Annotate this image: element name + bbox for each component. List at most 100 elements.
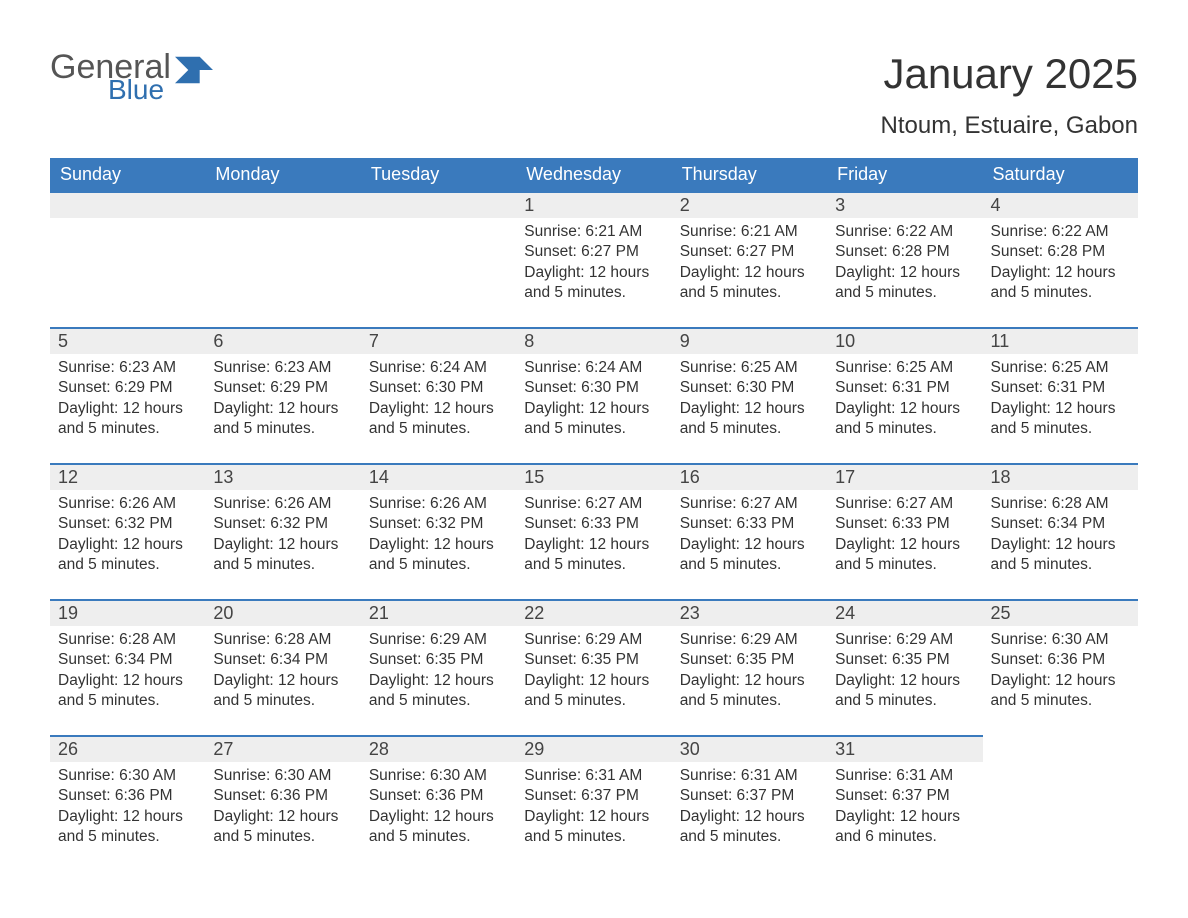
logo-text: General Blue <box>50 50 171 104</box>
calendar-day-cell: 16Sunrise: 6:27 AMSunset: 6:33 PMDayligh… <box>672 463 827 599</box>
daylight-line: Daylight: 12 hours and 5 minutes. <box>369 535 508 576</box>
calendar-day-cell: 28Sunrise: 6:30 AMSunset: 6:36 PMDayligh… <box>361 735 516 871</box>
daylight-line: Daylight: 12 hours and 5 minutes. <box>680 671 819 712</box>
day-number: 15 <box>516 463 671 490</box>
day-details <box>50 218 205 228</box>
day-number-value: 16 <box>680 467 700 487</box>
sunrise-line: Sunrise: 6:28 AM <box>58 630 197 650</box>
daylight-line: Daylight: 12 hours and 5 minutes. <box>524 399 663 440</box>
daylight-line: Daylight: 12 hours and 5 minutes. <box>680 535 819 576</box>
calendar-day-cell <box>361 191 516 327</box>
day-details: Sunrise: 6:24 AMSunset: 6:30 PMDaylight:… <box>361 354 516 446</box>
day-number-value: 30 <box>680 739 700 759</box>
sunset-line: Sunset: 6:31 PM <box>991 378 1130 398</box>
sunset-line: Sunset: 6:35 PM <box>369 650 508 670</box>
logo: General Blue <box>50 50 213 104</box>
day-number: 23 <box>672 599 827 626</box>
sunrise-line: Sunrise: 6:23 AM <box>58 358 197 378</box>
sunset-line: Sunset: 6:29 PM <box>213 378 352 398</box>
calendar-day-cell: 22 Sunrise: 6:29 AMSunset: 6:35 PMDayligh… <box>516 599 671 735</box>
day-number-value: 26 <box>58 739 78 759</box>
day-number-value: 4 <box>991 195 1001 215</box>
day-details: Sunrise: 6:29 AMSunset: 6:35 PMDaylight:… <box>516 626 671 718</box>
calendar-day-cell: 8Sunrise: 6:24 AMSunset: 6:30 PMDaylight… <box>516 327 671 463</box>
day-details: Sunrise: 6:30 AMSunset: 6:36 PMDaylight:… <box>205 762 360 854</box>
calendar-day-cell: 18Sunrise: 6:28 AMSunset: 6:34 PMDayligh… <box>983 463 1138 599</box>
calendar-day-cell: 5Sunrise: 6:23 AMSunset: 6:29 PMDaylight… <box>50 327 205 463</box>
day-number: 4 <box>983 191 1138 218</box>
calendar-day-cell: 23Sunrise: 6:29 AMSunset: 6:35 PMDayligh… <box>672 599 827 735</box>
sunrise-line: Sunrise: 6:25 AM <box>991 358 1130 378</box>
sunrise-line: Sunrise: 6:28 AM <box>213 630 352 650</box>
flag-icon <box>175 56 213 84</box>
calendar-day-cell: 1Sunrise: 6:21 AMSunset: 6:27 PMDaylight… <box>516 191 671 327</box>
day-number-value: 28 <box>369 739 389 759</box>
sunset-line: Sunset: 6:27 PM <box>680 242 819 262</box>
sunset-line: Sunset: 6:32 PM <box>213 514 352 534</box>
daylight-line: Daylight: 12 hours and 5 minutes. <box>213 399 352 440</box>
sunrise-line: Sunrise: 6:29 AM <box>524 630 663 650</box>
sunset-line: Sunset: 6:33 PM <box>835 514 974 534</box>
day-number: 30 <box>672 735 827 762</box>
day-number-value: 22 <box>524 603 544 623</box>
day-details: Sunrise: 6:26 AMSunset: 6:32 PMDaylight:… <box>205 490 360 582</box>
sunset-line: Sunset: 6:35 PM <box>835 650 974 670</box>
day-number-value: 7 <box>369 331 379 351</box>
day-number: 29 <box>516 735 671 762</box>
calendar-day-cell: 15Sunrise: 6:27 AMSunset: 6:33 PMDayligh… <box>516 463 671 599</box>
calendar-day-cell: 11Sunrise: 6:25 AMSunset: 6:31 PMDayligh… <box>983 327 1138 463</box>
day-number-value: 20 <box>213 603 233 623</box>
day-details <box>361 218 516 228</box>
day-number-value: 10 <box>835 331 855 351</box>
calendar-day-cell <box>50 191 205 327</box>
day-number: 9 <box>672 327 827 354</box>
calendar-day-cell: 14Sunrise: 6:26 AMSunset: 6:32 PMDayligh… <box>361 463 516 599</box>
day-number: 7 <box>361 327 516 354</box>
daylight-line: Daylight: 12 hours and 5 minutes. <box>58 807 197 848</box>
calendar-day-cell: 19Sunrise: 6:28 AMSunset: 6:34 PMDayligh… <box>50 599 205 735</box>
day-details: Sunrise: 6:28 AMSunset: 6:34 PMDaylight:… <box>983 490 1138 582</box>
day-number: 18 <box>983 463 1138 490</box>
day-number-value: 13 <box>213 467 233 487</box>
day-details: Sunrise: 6:25 AMSunset: 6:30 PMDaylight:… <box>672 354 827 446</box>
sunrise-line: Sunrise: 6:26 AM <box>58 494 197 514</box>
day-number-value: 8 <box>524 331 534 351</box>
day-number: 16 <box>672 463 827 490</box>
sunrise-line: Sunrise: 6:28 AM <box>991 494 1130 514</box>
day-details: Sunrise: 6:23 AMSunset: 6:29 PMDaylight:… <box>205 354 360 446</box>
calendar-table: Sunday Monday Tuesday Wednesday Thursday… <box>50 158 1138 871</box>
day-number: 22 <box>516 599 671 626</box>
day-number-value: 14 <box>369 467 389 487</box>
sunset-line: Sunset: 6:33 PM <box>680 514 819 534</box>
calendar-week-row: 5Sunrise: 6:23 AMSunset: 6:29 PMDaylight… <box>50 327 1138 463</box>
calendar-day-cell <box>983 735 1138 871</box>
calendar-week-row: 26 Sunrise: 6:30 AMSunset: 6:36 PMDayligh… <box>50 735 1138 871</box>
page-header: General Blue January 2025 Ntoum, Estuair… <box>50 50 1138 140</box>
day-details: Sunrise: 6:27 AMSunset: 6:33 PMDaylight:… <box>827 490 982 582</box>
day-number: 31 <box>827 735 982 762</box>
sunrise-line: Sunrise: 6:21 AM <box>680 222 819 242</box>
daylight-line: Daylight: 12 hours and 5 minutes. <box>835 399 974 440</box>
calendar-day-cell: 2Sunrise: 6:21 AMSunset: 6:27 PMDaylight… <box>672 191 827 327</box>
sunrise-line: Sunrise: 6:27 AM <box>524 494 663 514</box>
daylight-line: Daylight: 12 hours and 5 minutes. <box>835 535 974 576</box>
day-details <box>983 762 1138 772</box>
sunset-line: Sunset: 6:28 PM <box>991 242 1130 262</box>
day-number-value: 12 <box>58 467 78 487</box>
calendar-day-cell: 9Sunrise: 6:25 AMSunset: 6:30 PMDaylight… <box>672 327 827 463</box>
day-details: Sunrise: 6:22 AMSunset: 6:28 PMDaylight:… <box>983 218 1138 310</box>
sunset-line: Sunset: 6:28 PM <box>835 242 974 262</box>
sunrise-line: Sunrise: 6:26 AM <box>213 494 352 514</box>
day-number-value: 31 <box>835 739 855 759</box>
day-number <box>50 191 205 218</box>
day-number: 3 <box>827 191 982 218</box>
daylight-line: Daylight: 12 hours and 5 minutes. <box>524 807 663 848</box>
daylight-line: Daylight: 12 hours and 5 minutes. <box>524 671 663 712</box>
daylight-line: Daylight: 12 hours and 5 minutes. <box>680 807 819 848</box>
day-details: Sunrise: 6:28 AMSunset: 6:34 PMDaylight:… <box>205 626 360 718</box>
day-details: Sunrise: 6:26 AMSunset: 6:32 PMDaylight:… <box>50 490 205 582</box>
calendar-day-cell: 30Sunrise: 6:31 AMSunset: 6:37 PMDayligh… <box>672 735 827 871</box>
day-number-value: 25 <box>991 603 1011 623</box>
calendar-day-cell: 24Sunrise: 6:29 AMSunset: 6:35 PMDayligh… <box>827 599 982 735</box>
calendar-day-cell: 3Sunrise: 6:22 AMSunset: 6:28 PMDaylight… <box>827 191 982 327</box>
